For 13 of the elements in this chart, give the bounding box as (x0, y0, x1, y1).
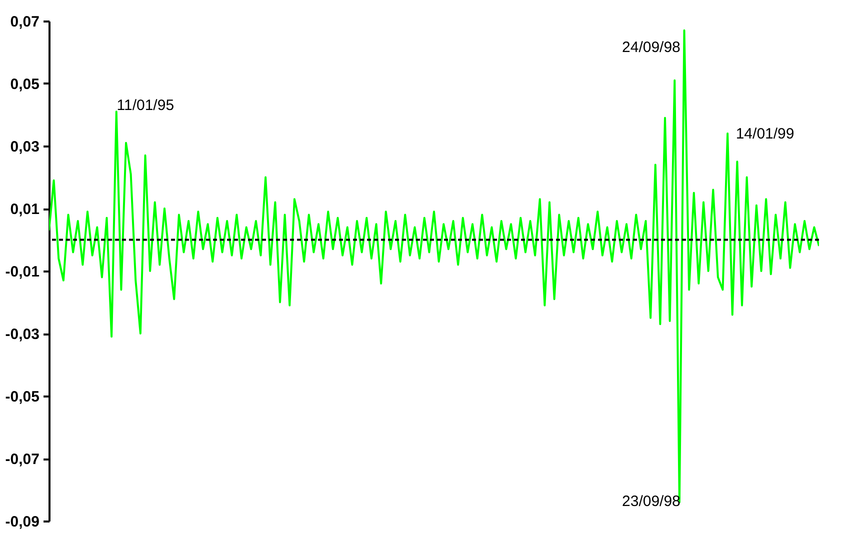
y-tick-label: 0,03 (10, 138, 40, 156)
y-tick-label: 0,05 (10, 76, 40, 93)
y-tick-label: 0,01 (10, 201, 40, 218)
y-tick-label: 0,07 (10, 14, 40, 30)
annotation: 23/09/98 (622, 493, 680, 510)
y-tick-label: -0,05 (5, 388, 40, 406)
y-tick-label: -0,09 (5, 514, 40, 530)
annotation: 24/09/98 (622, 39, 680, 56)
y-tick-label: -0,03 (5, 326, 40, 343)
y-tick-label: -0,01 (5, 264, 40, 280)
y-tick-label: -0,07 (5, 451, 40, 468)
annotation: 11/01/95 (116, 97, 174, 114)
annotation: 14/01/99 (736, 126, 794, 142)
